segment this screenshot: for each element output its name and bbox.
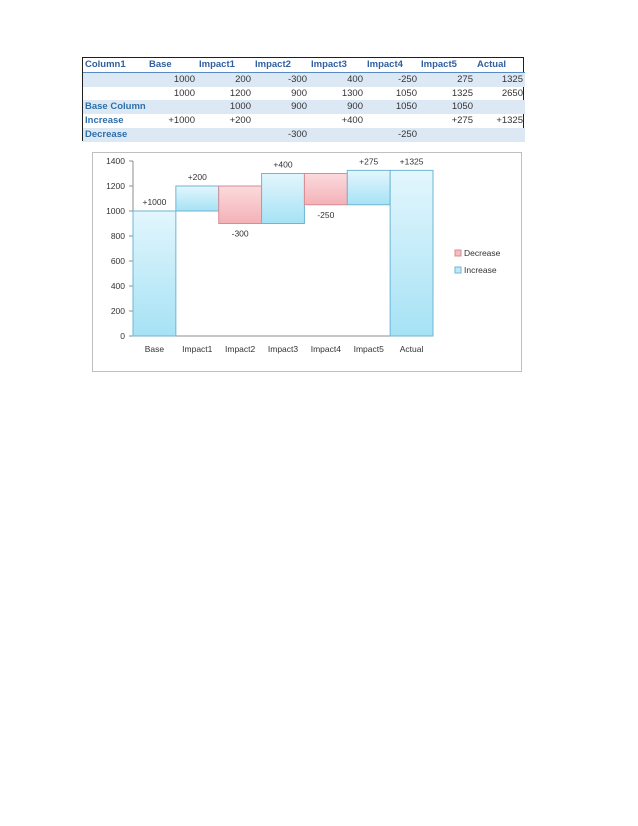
table-cell: 200: [197, 72, 253, 87]
table-header-cell: Impact4: [365, 58, 419, 73]
y-tick-label: 800: [111, 231, 125, 241]
table-cell: 1000: [147, 72, 197, 87]
data-label: +1000: [142, 197, 166, 207]
data-label: +275: [359, 156, 378, 166]
chart-svg: 0 200 400 600 800 1000 1200 1400 Base +1000 Impact…: [106, 156, 501, 354]
table-cell: -300: [253, 72, 309, 87]
legend-swatch: [454, 249, 462, 257]
x-tick-label: Impact1: [182, 344, 213, 354]
x-tick-label: Impact5: [354, 344, 385, 354]
table-cell: 1050: [365, 100, 419, 115]
table-header-cell: Column1: [83, 58, 147, 73]
y-tick-label: 200: [111, 306, 125, 316]
table-cell: -300: [253, 127, 309, 142]
table-cell: [147, 100, 197, 115]
y-tick-label: 1400: [106, 156, 125, 166]
table-cell: 1200: [229, 87, 251, 99]
row-label: [83, 87, 147, 101]
data-label: +400: [273, 160, 292, 170]
table-cell: 1325: [475, 72, 525, 87]
increase-bar: [132, 210, 177, 337]
table-cell: [419, 127, 475, 142]
table-cell: [309, 127, 365, 142]
table-cell: +1325: [496, 115, 523, 127]
table-cell: [475, 100, 525, 115]
data-table-grid: Column1 Base Impact1 Impact2 Impact3 Impact4 I…: [83, 58, 525, 142]
y-tick-label: 1200: [106, 181, 125, 191]
table-cell: +400: [341, 115, 363, 127]
table-cell: 400: [309, 72, 365, 87]
table-cell: +275: [451, 115, 473, 127]
row-label: [83, 72, 147, 87]
table-row: Base Column 1000 900 900 1050 1050: [83, 100, 525, 115]
data-label: +1325: [400, 156, 424, 166]
table-cell: [253, 114, 309, 128]
data-table: Column1 Base Impact1 Impact2 Impact3 Impact4 I…: [82, 57, 525, 142]
table-row: 1000 200 -300 400 -250 275 1325: [83, 72, 525, 87]
y-tick-label: 400: [111, 281, 125, 291]
table-cell: 1050: [419, 100, 475, 115]
table-row: Increase +1000 +200 +400 +275 +1325: [83, 114, 525, 128]
table-cell: +1000: [168, 115, 195, 127]
data-label: -300: [232, 229, 249, 239]
increase-bar: [389, 169, 434, 337]
table-cell: 1000: [197, 100, 253, 115]
table-cell: [197, 127, 253, 142]
table-cell: 1325: [451, 87, 473, 99]
x-tick-label: Base: [145, 344, 165, 354]
table-header-cell: Actual: [475, 58, 525, 73]
y-tick-label: 1000: [106, 206, 125, 216]
table-cell: 275: [419, 72, 475, 87]
table-cell: [365, 114, 419, 128]
table-cell: [475, 127, 525, 142]
x-tick-label: Impact4: [311, 344, 342, 354]
increase-bar: [261, 173, 305, 224]
table-header-row: Column1 Base Impact1 Impact2 Impact3 Impact4 I…: [83, 58, 525, 73]
increase-bar: [346, 169, 391, 206]
decrease-bar: [218, 185, 263, 224]
table-header-cell: Impact3: [309, 58, 365, 73]
legend-label: Decrease: [464, 248, 501, 258]
x-tick-label: Impact2: [225, 344, 256, 354]
table-cell: 900: [291, 87, 307, 99]
table-cell: -250: [365, 127, 419, 142]
x-tick-label: Actual: [400, 344, 424, 354]
table-cell: [147, 127, 197, 142]
legend-swatch: [454, 266, 462, 274]
y-tick-label: 0: [120, 331, 125, 341]
table-cell: 1050: [395, 87, 417, 99]
x-tick-label: Impact3: [268, 344, 299, 354]
table-header-cell: Impact1: [197, 58, 253, 73]
table-cell: 2650: [501, 87, 523, 99]
row-label: Base Column: [83, 100, 147, 115]
table-header-cell: Impact2: [253, 58, 309, 73]
y-tick-label: 600: [111, 256, 125, 266]
row-label: Increase: [85, 115, 124, 127]
table-header-cell: Impact5: [419, 58, 475, 73]
table-cell: 1000: [173, 87, 195, 99]
table-cell: 900: [253, 100, 309, 115]
table-cell: +200: [229, 115, 251, 127]
data-label: +200: [188, 172, 207, 182]
row-label: Decrease: [83, 127, 147, 142]
increase-bar: [175, 185, 220, 212]
data-label: -250: [317, 210, 334, 220]
table-row: Decrease -300 -250: [83, 127, 525, 142]
waterfall-chart: 0 200 400 600 800 1000 1200 1400 Base +1000 Impact…: [92, 152, 522, 372]
table-cell: 900: [309, 100, 365, 115]
table-cell: 1300: [341, 87, 363, 99]
table-row: 1000 1200 900 1300 1050 1325 2650: [83, 87, 525, 101]
decrease-bar: [303, 173, 348, 206]
table-header-cell: Base: [147, 58, 197, 73]
table-cell: -250: [365, 72, 419, 87]
legend-label: Increase: [464, 265, 497, 275]
